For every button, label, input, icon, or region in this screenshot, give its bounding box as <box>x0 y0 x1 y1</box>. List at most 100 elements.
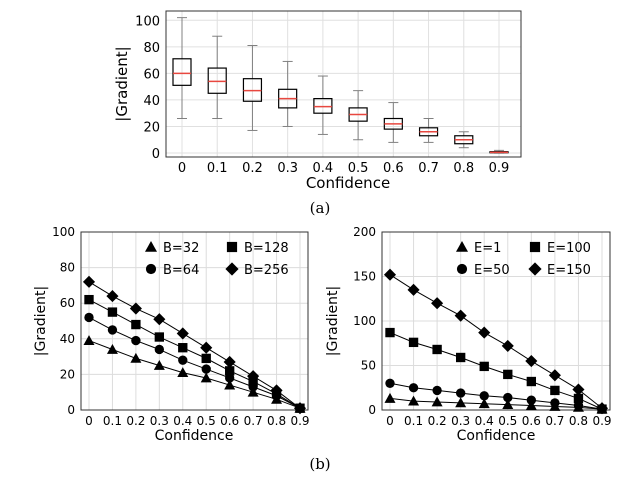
data-point <box>407 283 420 296</box>
box-0 <box>172 17 192 120</box>
x-tick-label: 0.4 <box>313 161 334 176</box>
data-point <box>454 309 467 322</box>
box-0.7 <box>418 118 439 143</box>
x-tick-label: 0.6 <box>522 414 541 428</box>
box-0.4 <box>313 75 333 135</box>
data-point <box>431 297 444 310</box>
x-tick-labels: 0 0.1 0.2 0.3 0.4 0.5 0.6 0.7 0.8 0.9 <box>85 414 309 428</box>
x-tick-label: 0.7 <box>545 414 564 428</box>
legend-marker <box>528 262 542 276</box>
x-tick-label: 0.9 <box>489 161 510 176</box>
legend-marker <box>529 241 541 253</box>
legend-marker <box>225 262 239 276</box>
data-point <box>525 355 538 368</box>
x-tick-label: 0.6 <box>220 414 239 428</box>
legend-marker <box>145 241 157 252</box>
y-tick-label: 100 <box>353 314 376 328</box>
data-point <box>503 369 513 380</box>
x-tick-label: 0.3 <box>277 161 298 176</box>
x-axis-label: Confidence <box>306 174 390 192</box>
series-line <box>389 382 603 410</box>
y-tick-label: 100 <box>52 225 75 239</box>
y-axis-label: |Gradient| <box>325 286 341 356</box>
x-tick-label: 0.7 <box>244 414 263 428</box>
x-tick-label: 0.3 <box>150 414 169 428</box>
y-tick-label: 0 <box>67 403 75 417</box>
series-B=32 <box>83 335 306 413</box>
y-tick-label: 20 <box>60 367 75 381</box>
data-point <box>178 355 188 365</box>
series-line <box>88 281 301 409</box>
box-0.1 <box>207 35 227 120</box>
series-line <box>389 397 603 410</box>
data-point <box>432 344 442 355</box>
caption-a: (a) <box>310 199 331 217</box>
data-point <box>525 400 537 410</box>
x-tick-label: 0.2 <box>242 161 263 176</box>
x-tick-label: 0.1 <box>103 414 122 428</box>
data-point <box>478 326 491 339</box>
data-point <box>153 360 165 370</box>
legend-item: E=150 <box>528 262 591 278</box>
data-point <box>408 383 419 393</box>
x-tick-label: 0.8 <box>453 161 474 176</box>
legend-item: B=64 <box>145 263 199 278</box>
legend-label: E=1 <box>474 241 501 256</box>
data-point <box>223 355 236 368</box>
data-point <box>478 398 490 409</box>
legend-item: B=256 <box>225 262 289 278</box>
x-tick-label: 0.9 <box>592 414 611 428</box>
data-point <box>501 339 514 352</box>
data-point <box>82 275 96 288</box>
box-0.3 <box>278 60 298 127</box>
y-tick-label: 150 <box>353 270 376 284</box>
series-group <box>82 275 307 415</box>
data-point <box>455 397 467 408</box>
data-point <box>201 364 211 374</box>
plot-frame <box>165 10 522 158</box>
data-point <box>106 343 118 354</box>
x-tick-label: 0.9 <box>290 414 309 428</box>
data-point <box>84 312 94 323</box>
data-point <box>131 319 141 330</box>
y-tick-label: 80 <box>60 261 75 275</box>
y-axis-label: |Gradient| <box>33 286 49 356</box>
x-tick-label: 0.4 <box>475 414 494 428</box>
y-axis-label: |Gradient| <box>113 46 131 121</box>
data-point <box>153 313 166 326</box>
data-point <box>455 388 466 398</box>
legend-marker <box>226 241 238 253</box>
data-point <box>573 393 584 404</box>
x-axis-label: Confidence <box>155 428 234 444</box>
data-point <box>479 391 489 401</box>
data-point <box>247 386 259 397</box>
legend-label: B=32 <box>163 241 199 256</box>
data-point <box>479 361 489 372</box>
series-E=50 <box>385 378 607 414</box>
x-tick-label: 0.1 <box>207 161 228 176</box>
series-line <box>88 340 301 409</box>
x-tick-label: 0.2 <box>428 414 447 428</box>
plot-frame <box>80 231 309 411</box>
x-tick-label: 0 <box>85 414 93 428</box>
series-E=150 <box>383 268 609 415</box>
data-point <box>224 379 236 390</box>
data-point <box>224 373 235 383</box>
legend-label: B=256 <box>244 263 289 278</box>
legend-label: B=128 <box>244 241 289 256</box>
data-point <box>503 392 513 403</box>
y-tick-label: 0 <box>368 403 376 417</box>
data-point <box>455 352 466 363</box>
series-E=100 <box>385 327 607 414</box>
data-point <box>572 383 585 396</box>
data-point <box>200 372 212 383</box>
x-tick-label: 0 <box>386 414 394 428</box>
y-tick-label: 200 <box>353 225 376 239</box>
data-point <box>106 290 119 303</box>
x-tick-label: 0.8 <box>267 414 286 428</box>
data-point <box>154 332 165 342</box>
data-point <box>83 335 95 345</box>
box-0.5 <box>348 90 368 141</box>
data-point <box>270 384 283 397</box>
